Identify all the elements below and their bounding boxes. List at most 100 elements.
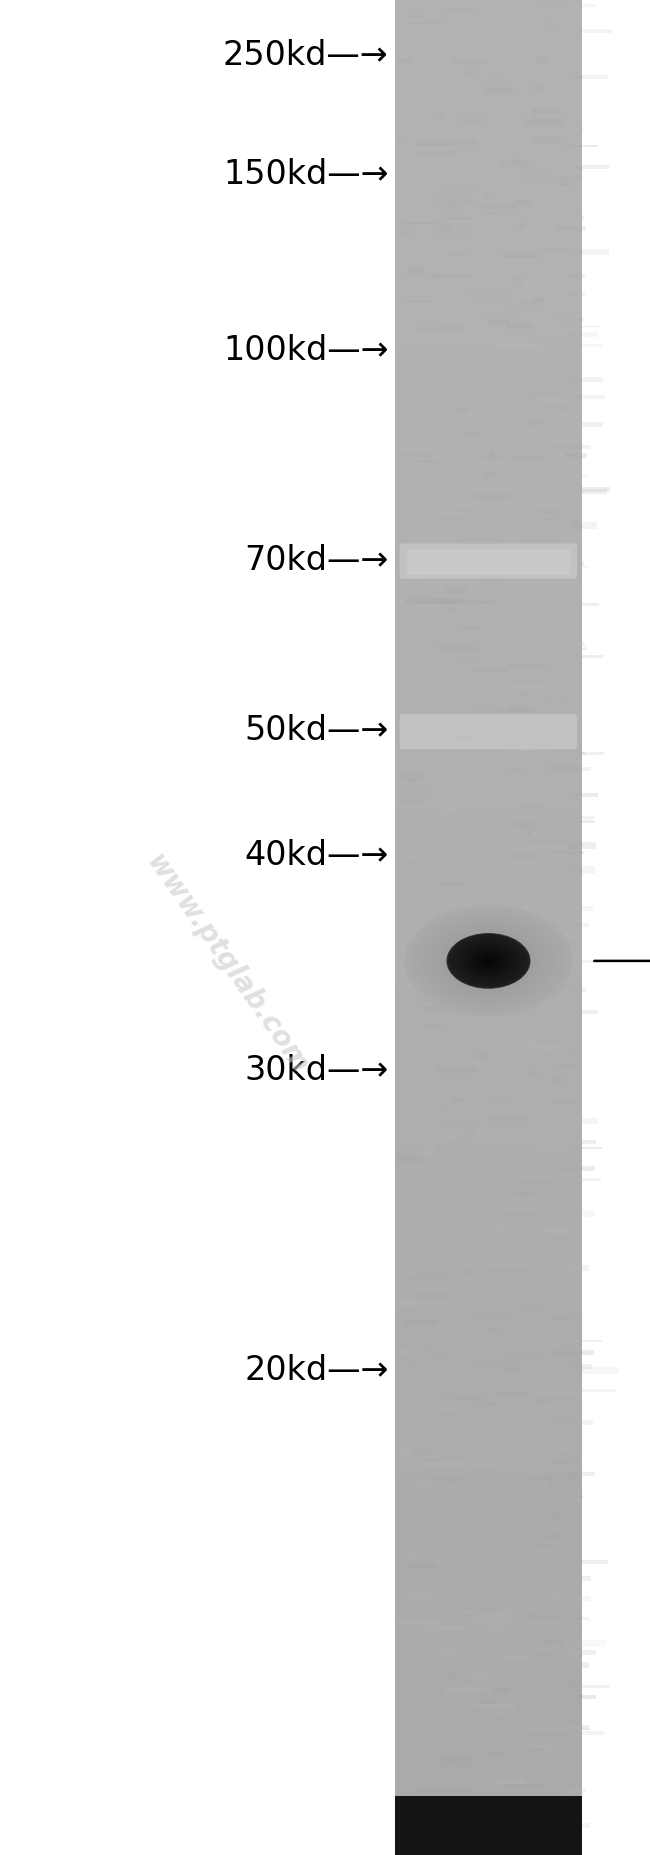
Ellipse shape [420,915,557,1005]
Bar [411,863,421,864]
Bar [567,1530,573,1534]
Bar [537,1543,554,1547]
Ellipse shape [421,916,556,1005]
Bar [500,343,541,349]
Bar [395,417,582,421]
Bar [395,534,582,538]
Bar [487,1096,511,1104]
Bar [521,801,541,809]
Bar [395,1141,582,1145]
Bar [437,111,443,119]
Bar [452,59,488,65]
Ellipse shape [406,905,571,1015]
Bar [395,959,582,965]
Ellipse shape [450,935,526,987]
Bar [395,757,582,761]
Bar [552,1460,580,1464]
Bar [542,668,546,673]
Bar [551,449,574,454]
Bar [566,562,584,566]
Bar [395,922,582,928]
Bar [395,1684,582,1688]
Bar [395,1707,582,1710]
Bar [486,1749,510,1755]
Bar [519,56,523,61]
Bar [395,1772,582,1777]
Bar [395,946,582,950]
Ellipse shape [448,933,529,987]
Bar [495,553,501,556]
Bar [486,508,506,512]
Bar [395,812,582,816]
Bar [446,1061,476,1067]
Bar [573,345,601,347]
Bar [395,362,582,365]
Bar [396,347,403,351]
Bar [395,853,582,857]
Bar [523,1367,545,1375]
Bar [395,1781,582,1785]
Text: www.ptglab.com: www.ptglab.com [141,850,314,1080]
Ellipse shape [404,905,573,1017]
Bar [395,486,582,492]
Bar [526,119,562,126]
Bar [572,249,581,252]
Bar [525,1039,536,1046]
Bar [571,1146,603,1150]
Bar [406,1480,448,1484]
Bar [534,1250,559,1256]
Bar [395,143,582,148]
Bar [395,65,582,69]
Bar [465,1219,485,1222]
Ellipse shape [447,933,530,989]
Bar [404,1434,411,1436]
Bar [395,1562,582,1567]
Bar [395,1647,582,1651]
Bar [395,1339,582,1345]
Bar [494,1642,499,1644]
Bar [395,297,582,301]
Bar [551,1510,562,1517]
Bar [395,1480,582,1484]
Bar [395,1796,582,1799]
Bar [538,445,545,449]
Ellipse shape [444,931,533,991]
Bar [500,19,527,22]
Ellipse shape [424,918,553,1004]
Bar [397,1349,411,1354]
Bar [395,223,582,228]
Bar [547,128,564,134]
Bar [506,1024,540,1031]
Bar [541,518,581,523]
Bar [505,286,525,293]
Bar [395,1660,582,1666]
Bar [436,918,443,922]
Bar [424,581,450,584]
Bar [395,1580,582,1586]
Bar [395,566,582,569]
Bar [443,1848,484,1851]
Bar [556,404,572,410]
Bar [424,1022,447,1030]
Bar [476,1621,515,1627]
Bar [569,275,585,278]
Bar [395,121,582,126]
Bar [492,937,513,942]
Bar [450,1655,472,1662]
Bar [395,785,582,788]
Bar [395,198,582,204]
Bar [505,1191,534,1196]
Bar [436,1554,444,1556]
Bar [578,325,601,328]
Bar [395,1809,582,1814]
Bar [463,538,500,542]
Bar [441,881,465,887]
Bar [406,1564,436,1567]
Bar [554,445,591,449]
Bar [580,1139,596,1145]
Bar [420,1399,430,1402]
Bar [431,230,472,234]
Bar [395,501,582,505]
Bar [489,1115,527,1120]
Bar [467,586,471,590]
